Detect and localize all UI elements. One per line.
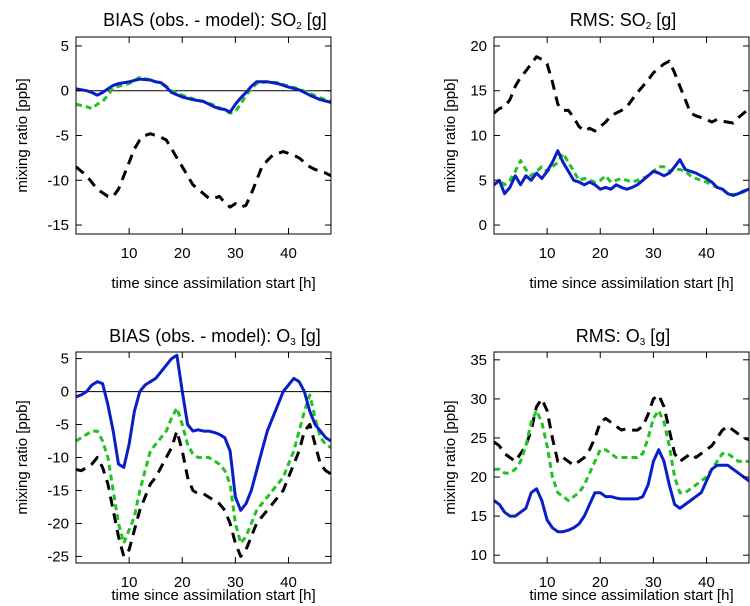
- x-tick-label: 30: [227, 574, 244, 591]
- y-axis-label: mixing ratio [ppb]: [442, 78, 459, 192]
- x-tick-label: 10: [539, 574, 556, 591]
- x-tick-label: 30: [227, 245, 244, 262]
- x-tick-label: 20: [174, 574, 191, 591]
- chart-title-unit: [g]: [296, 326, 321, 346]
- y-tick-label: 25: [470, 430, 487, 447]
- series-line-green: [76, 75, 331, 115]
- y-axis-label: mixing ratio [ppb]: [14, 400, 31, 514]
- chart-title-subscript: 2: [646, 21, 652, 32]
- x-tick-label: 20: [592, 245, 609, 262]
- y-tick-label: 20: [470, 469, 487, 486]
- y-tick-label: 20: [470, 38, 487, 55]
- chart-title-unit: [g]: [651, 10, 676, 30]
- x-tick-label: 30: [645, 574, 662, 591]
- series-line-black: [494, 393, 749, 467]
- x-tick-label: 40: [280, 245, 297, 262]
- y-tick-label: -15: [47, 217, 69, 234]
- chart-title: BIAS (obs. - model): O3 [g]: [109, 326, 321, 348]
- x-axis-label: time since assimilation start [h]: [111, 587, 315, 604]
- y-tick-label: 5: [61, 351, 69, 368]
- plot-frame: [493, 351, 750, 564]
- series-line-blue: [76, 353, 331, 512]
- plot-frame: [493, 36, 750, 235]
- x-tick-label: 40: [698, 245, 715, 262]
- x-tick-label: 40: [280, 574, 297, 591]
- chart-title: RMS: SO2 [g]: [570, 10, 677, 32]
- chart-title-main: RMS: SO: [570, 10, 646, 30]
- series-line-blue: [76, 77, 331, 114]
- y-tick-label: -25: [47, 548, 69, 565]
- y-tick-label: -20: [47, 515, 69, 532]
- chart-title-main: BIAS (obs. - model): O: [109, 326, 290, 346]
- chart-title-unit: [g]: [302, 10, 327, 30]
- chart-panel-4: 10 20 30 40 35 30 25 20 15 10 RMS: O3 [g] time sinc…: [442, 326, 750, 604]
- y-tick-label: -5: [56, 417, 69, 434]
- plot-frame: [75, 36, 332, 235]
- series-line-green: [494, 151, 749, 197]
- y-tick-label: 10: [470, 547, 487, 564]
- series-line-blue: [494, 448, 749, 534]
- x-axis-label: time since assimilation start [h]: [111, 275, 315, 292]
- y-tick-label: 0: [479, 217, 487, 234]
- x-tick-label: 10: [121, 245, 138, 262]
- x-axis-label: time since assimilation start [h]: [529, 275, 733, 292]
- chart-panel-2: 10 20 30 40 20 15 10 5 0 RMS: SO2 [g] time since a…: [442, 10, 750, 292]
- y-tick-label: -10: [47, 450, 69, 467]
- y-axis-label: mixing ratio [ppb]: [14, 78, 31, 192]
- chart-title-subscript: 3: [290, 337, 296, 348]
- x-tick-label: 20: [174, 245, 191, 262]
- y-tick-label: 15: [470, 83, 487, 100]
- y-tick-label: 30: [470, 391, 487, 408]
- plot-frame: [75, 351, 332, 564]
- chart-title: RMS: O3 [g]: [576, 326, 671, 348]
- x-tick-label: 10: [539, 245, 556, 262]
- series-line-green: [76, 393, 331, 545]
- y-tick-label: 35: [470, 352, 487, 369]
- y-tick-label: 15: [470, 508, 487, 525]
- series-line-black: [76, 132, 331, 209]
- x-tick-label: 20: [592, 574, 609, 591]
- x-axis-label: time since assimilation start [h]: [529, 587, 733, 604]
- x-tick-label: 30: [645, 245, 662, 262]
- chart-title-subscript: 2: [296, 21, 302, 32]
- y-tick-label: 5: [61, 38, 69, 55]
- y-tick-label: -10: [47, 172, 69, 189]
- chart-title-subscript: 3: [640, 337, 646, 348]
- y-tick-label: -15: [47, 482, 69, 499]
- x-tick-label: 10: [121, 574, 138, 591]
- y-tick-label: 10: [470, 128, 487, 145]
- x-tick-label: 40: [698, 574, 715, 591]
- chart-title-unit: [g]: [645, 326, 670, 346]
- series-line-blue: [494, 149, 749, 197]
- y-tick-label: 5: [479, 172, 487, 189]
- y-tick-label: 0: [61, 83, 69, 100]
- y-tick-label: -5: [56, 128, 69, 145]
- series-line-black: [76, 423, 331, 558]
- y-tick-label: 0: [61, 384, 69, 401]
- series-line-black: [494, 55, 749, 133]
- series-line-green: [494, 409, 749, 502]
- y-axis-label: mixing ratio [ppb]: [442, 400, 459, 514]
- chart-title: BIAS (obs. - model): SO2 [g]: [103, 10, 327, 32]
- chart-title-main: RMS: O: [576, 326, 640, 346]
- chart-title-main: BIAS (obs. - model): SO: [103, 10, 296, 30]
